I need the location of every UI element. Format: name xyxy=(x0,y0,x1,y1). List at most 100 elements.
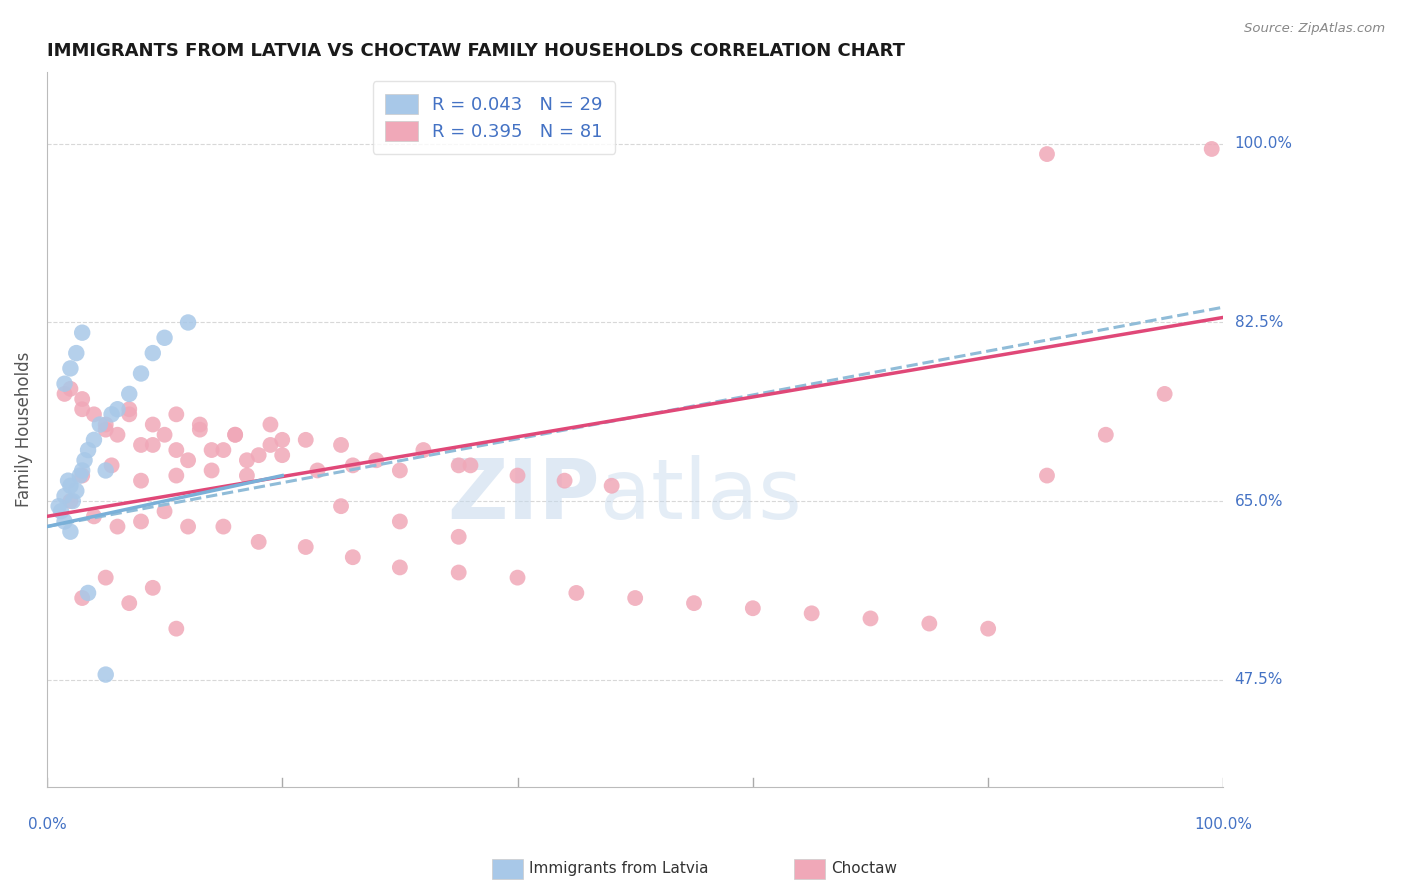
Point xyxy=(129,438,152,452)
Point xyxy=(177,519,200,533)
Text: Source: ZipAtlas.com: Source: ZipAtlas.com xyxy=(1244,22,1385,36)
Point xyxy=(201,443,224,458)
Point xyxy=(683,596,706,610)
Point xyxy=(236,453,259,467)
Point xyxy=(201,463,224,477)
Point xyxy=(94,417,117,432)
Point xyxy=(153,427,176,442)
Point xyxy=(1201,142,1223,156)
Point xyxy=(1036,468,1059,483)
Point xyxy=(165,622,187,636)
Point xyxy=(554,474,576,488)
Point xyxy=(330,499,353,513)
Point xyxy=(56,474,79,488)
Point xyxy=(294,433,316,447)
Text: 65.0%: 65.0% xyxy=(1234,493,1284,508)
Point xyxy=(1036,147,1059,161)
Point xyxy=(59,524,82,539)
Point xyxy=(800,607,823,621)
Point xyxy=(600,479,623,493)
Point xyxy=(53,489,76,503)
Point xyxy=(118,402,141,417)
Point xyxy=(70,326,93,340)
Point xyxy=(65,346,87,360)
Point xyxy=(247,448,270,462)
Point xyxy=(388,463,411,477)
Point xyxy=(73,453,96,467)
Point xyxy=(70,463,93,477)
Text: 100.0%: 100.0% xyxy=(1234,136,1292,152)
Legend: R = 0.043   N = 29, R = 0.395   N = 81: R = 0.043 N = 29, R = 0.395 N = 81 xyxy=(373,81,616,153)
Point xyxy=(388,515,411,529)
Text: 100.0%: 100.0% xyxy=(1195,817,1253,832)
Point xyxy=(177,453,200,467)
Text: IMMIGRANTS FROM LATVIA VS CHOCTAW FAMILY HOUSEHOLDS CORRELATION CHART: IMMIGRANTS FROM LATVIA VS CHOCTAW FAMILY… xyxy=(46,42,905,60)
Point xyxy=(129,367,152,381)
Point xyxy=(1153,387,1175,401)
Point xyxy=(294,540,316,554)
Text: ZIP: ZIP xyxy=(447,456,600,536)
Point xyxy=(59,361,82,376)
Point xyxy=(118,407,141,421)
Point xyxy=(142,417,165,432)
Point xyxy=(118,596,141,610)
Point xyxy=(236,468,259,483)
Point xyxy=(388,560,411,574)
Point xyxy=(59,494,82,508)
Point xyxy=(100,458,122,473)
Text: Immigrants from Latvia: Immigrants from Latvia xyxy=(529,862,709,876)
Point xyxy=(271,448,294,462)
Point xyxy=(83,509,105,524)
Point xyxy=(918,616,941,631)
Point xyxy=(224,427,246,442)
Point xyxy=(94,571,117,585)
Point xyxy=(259,438,281,452)
Point xyxy=(107,427,129,442)
Point xyxy=(89,417,111,432)
Point xyxy=(77,586,100,600)
Point xyxy=(247,535,270,549)
Point xyxy=(259,417,281,432)
Point xyxy=(94,463,117,477)
Point xyxy=(271,433,294,447)
Point xyxy=(565,586,588,600)
Point xyxy=(506,571,529,585)
Y-axis label: Family Households: Family Households xyxy=(15,352,32,508)
Point xyxy=(859,611,882,625)
Point xyxy=(129,515,152,529)
Text: 0.0%: 0.0% xyxy=(28,817,66,832)
Point xyxy=(53,515,76,529)
Point xyxy=(65,483,87,498)
Point xyxy=(506,468,529,483)
Point xyxy=(53,376,76,391)
Point xyxy=(142,581,165,595)
Point xyxy=(307,463,329,477)
Point xyxy=(83,433,105,447)
Point xyxy=(1094,427,1116,442)
Point xyxy=(142,438,165,452)
Point xyxy=(53,387,76,401)
Point xyxy=(153,331,176,345)
Point xyxy=(330,438,353,452)
Point xyxy=(212,443,235,458)
Point xyxy=(188,423,211,437)
Point xyxy=(212,519,235,533)
Point xyxy=(107,519,129,533)
Point xyxy=(70,468,93,483)
Point xyxy=(48,499,70,513)
Point xyxy=(624,591,647,605)
Point xyxy=(49,504,72,518)
Point xyxy=(188,417,211,432)
Point xyxy=(70,591,93,605)
Point xyxy=(94,423,117,437)
Point xyxy=(142,346,165,360)
Point xyxy=(165,407,187,421)
Point xyxy=(62,494,84,508)
Point xyxy=(94,667,117,681)
Text: atlas: atlas xyxy=(600,456,801,536)
Point xyxy=(59,382,82,396)
Point xyxy=(447,530,470,544)
Point xyxy=(69,468,91,483)
Point xyxy=(118,387,141,401)
Point xyxy=(70,402,93,417)
